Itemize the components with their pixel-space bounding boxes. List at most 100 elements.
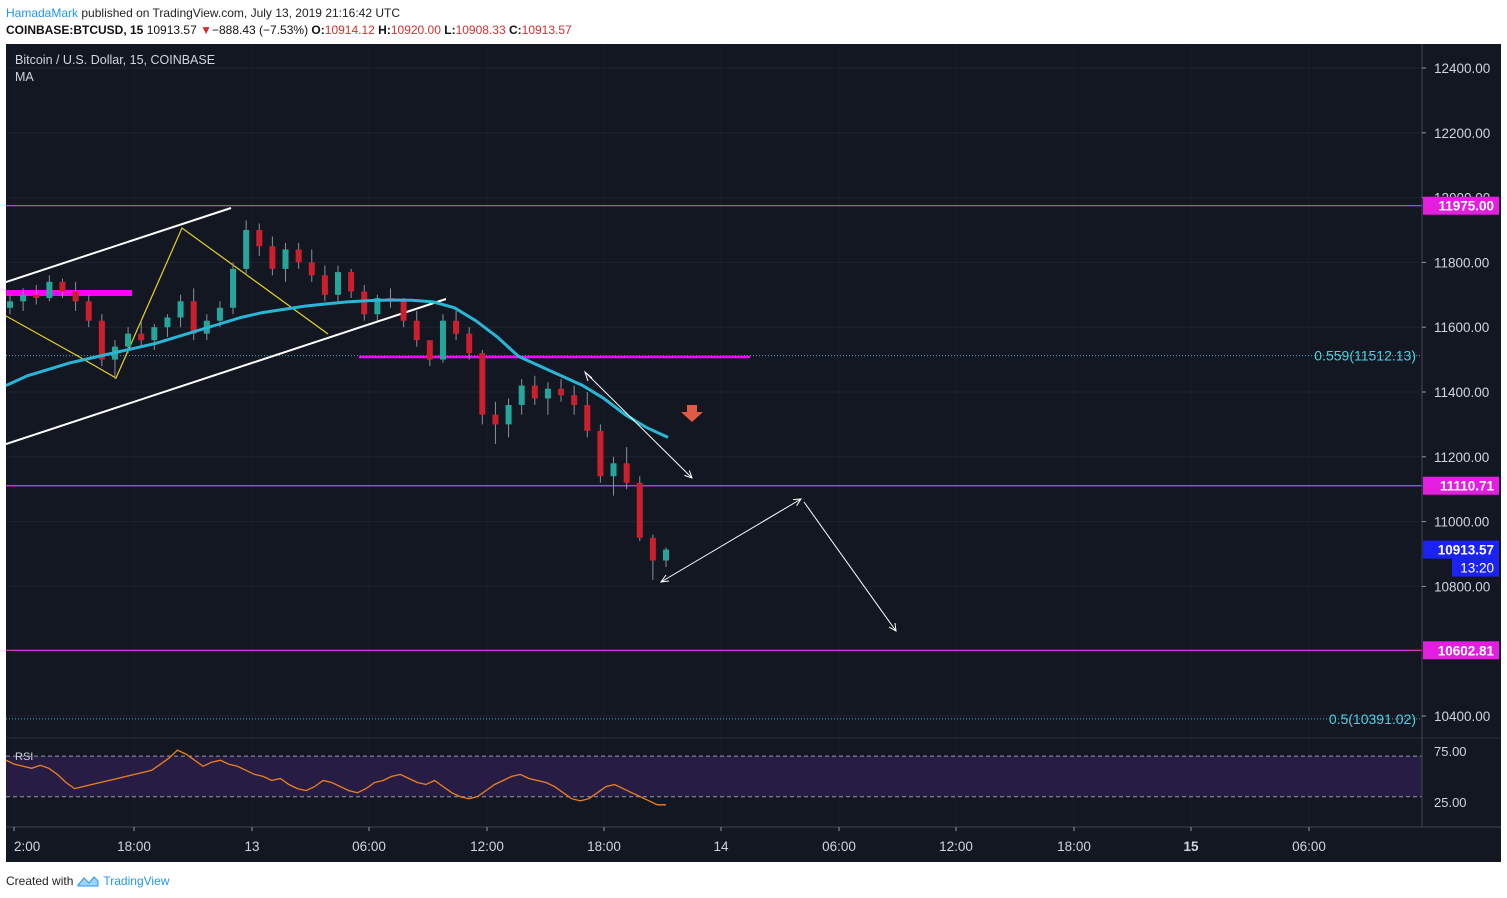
price-axis-label: 11600.00 [1434,320,1489,335]
candle-down [59,281,66,292]
price-chart-svg[interactable]: 0.559(11512.13) 0.5(10391.02) Bitcoin / U.… [6,44,1501,862]
price-axis-label: 10800.00 [1434,579,1490,594]
chart-legend-ma: MA [15,70,34,84]
candle-up [46,281,53,299]
publish-text: published on TradingView.com, July 13, 2… [81,6,401,20]
moving-average-line [6,298,669,439]
candle-up [439,320,446,360]
rsi-band [6,756,1422,797]
candle-down [348,272,355,292]
candle-down [308,262,315,276]
candle-down [649,537,656,561]
price-axis-label: 10400.00 [1434,709,1490,724]
projection-arrow-tail [583,370,593,382]
price-axis-label: 12400.00 [1434,61,1490,76]
projection-arrow-head [684,470,693,479]
fib-level-label: 0.559(11512.13) [1314,348,1416,364]
candle-up [663,549,669,561]
countdown-label: 13:20 [1460,561,1494,576]
time-axis-label: 13 [244,839,259,854]
candle-down [413,320,420,341]
high-label: H: [378,23,391,37]
price-axis-label: 11200.00 [1434,450,1489,465]
candle-up [216,307,223,321]
projection-arrow [584,371,693,479]
candle-down [85,301,92,321]
chart-background [6,44,1501,862]
projection-arrow-up-head [792,498,802,506]
projection-arrow-up [660,498,802,583]
candle-down [72,291,79,302]
chart-area[interactable]: 0.559(11512.13) 0.5(10391.02) Bitcoin / U.… [6,44,1501,862]
resistance-zone-bar [6,290,132,296]
rsi-label: RSI [15,751,33,763]
time-axis-label: 18:00 [587,839,621,854]
symbol-bar: COINBASE:BTCUSD, 15 10913.57 ▼−888.43 (−… [6,22,572,38]
candle-down [479,353,486,415]
zigzag-pattern [6,227,329,379]
candle-down [138,333,145,341]
tradingview-brand-link[interactable]: TradingView [103,874,170,888]
author-link[interactable]: HamadaMark [6,6,79,20]
level-axis-label: 10602.81 [1438,643,1495,658]
level-axis-tag [1423,641,1499,660]
down-arrow-icon [681,405,703,422]
candle-down [597,430,604,477]
candle-up [230,268,237,308]
level-axis-tag [1423,196,1499,215]
candle-up [374,298,381,315]
open-label: O: [311,23,325,37]
candle-down [453,320,460,334]
channel-upper-line [6,207,232,283]
low-label: L: [444,23,456,37]
tradingview-logo-icon [77,876,99,887]
time-axis-label: 06:00 [822,839,856,854]
candle-up [20,294,27,302]
time-axis-label: 12:00 [470,839,504,854]
candle-down [466,333,473,354]
candle-down [584,404,591,431]
close-label: C: [508,23,522,37]
time-axis-label: 12:00 [939,839,973,854]
level-axis-label: 11110.71 [1440,479,1495,494]
projection-arrow-down-head [888,622,897,632]
price-axis-label: 11800.00 [1434,255,1489,270]
rsi-axis-label: 75.00 [1434,744,1467,759]
candle-down [256,230,263,247]
chart-legend-title: Bitcoin / U.S. Dollar, 15, COINBASE [15,53,215,67]
rsi-axis-label: 25.00 [1434,795,1467,810]
candle-down [321,275,328,295]
candle-up [164,317,171,328]
time-axis-label: 18:00 [1057,839,1091,854]
candle-down [636,482,643,538]
last-price-header: 10913.57 [146,23,197,37]
price-axis-label: 11400.00 [1434,385,1489,400]
candle-up [282,249,289,269]
candle-up [505,404,512,425]
time-axis-label: 2:00 [14,839,40,854]
countdown-tag [1452,558,1499,577]
time-axis-label: 06:00 [1292,839,1326,854]
candle-down [492,414,499,425]
down-triangle-icon: ▼ [200,23,212,37]
level-axis-label: 11975.00 [1438,199,1494,214]
candle-up [177,301,184,318]
candle-up [151,327,158,341]
open-value: 10914.12 [324,23,375,37]
candle-down [531,385,538,399]
candle-up [518,385,525,405]
candle-down [269,246,276,269]
candle-down [361,291,368,315]
last-price-tag [1423,540,1499,559]
projection-arrow-down [803,501,897,632]
time-axis-label: 15 [1183,839,1199,854]
candle-down [33,294,40,299]
high-value: 10920.00 [390,23,441,37]
created-with-text: Created with [6,874,74,888]
low-value: 10908.33 [455,23,506,37]
candle-down [426,340,433,360]
price-axis-label: 12200.00 [1434,126,1490,141]
candle-down [400,301,407,321]
candle-down [98,320,105,360]
fib-level-label: 0.5(10391.02) [1329,711,1416,727]
